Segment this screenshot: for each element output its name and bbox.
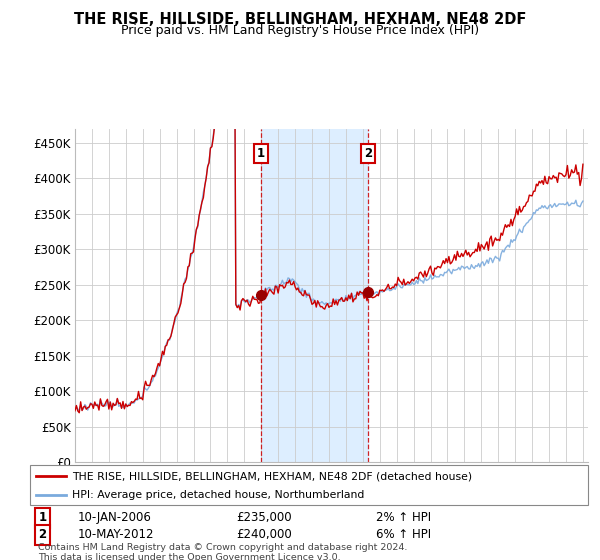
Text: £240,000: £240,000: [236, 529, 292, 542]
Text: 1: 1: [38, 511, 46, 525]
Text: 2: 2: [38, 529, 46, 542]
Text: 10-JAN-2006: 10-JAN-2006: [77, 511, 151, 525]
Text: £235,000: £235,000: [236, 511, 292, 525]
Text: THE RISE, HILLSIDE, BELLINGHAM, HEXHAM, NE48 2DF (detached house): THE RISE, HILLSIDE, BELLINGHAM, HEXHAM, …: [72, 471, 472, 481]
Text: Contains HM Land Registry data © Crown copyright and database right 2024.
This d: Contains HM Land Registry data © Crown c…: [38, 543, 408, 560]
Text: HPI: Average price, detached house, Northumberland: HPI: Average price, detached house, Nort…: [72, 490, 364, 500]
Text: 6% ↑ HPI: 6% ↑ HPI: [376, 529, 431, 542]
FancyBboxPatch shape: [30, 465, 588, 505]
Text: 10-MAY-2012: 10-MAY-2012: [77, 529, 154, 542]
Text: THE RISE, HILLSIDE, BELLINGHAM, HEXHAM, NE48 2DF: THE RISE, HILLSIDE, BELLINGHAM, HEXHAM, …: [74, 12, 526, 27]
Text: 1: 1: [257, 147, 265, 160]
Bar: [261, 129, 368, 462]
Text: 2% ↑ HPI: 2% ↑ HPI: [376, 511, 431, 525]
Text: 2: 2: [364, 147, 373, 160]
Text: Price paid vs. HM Land Registry's House Price Index (HPI): Price paid vs. HM Land Registry's House …: [121, 24, 479, 36]
